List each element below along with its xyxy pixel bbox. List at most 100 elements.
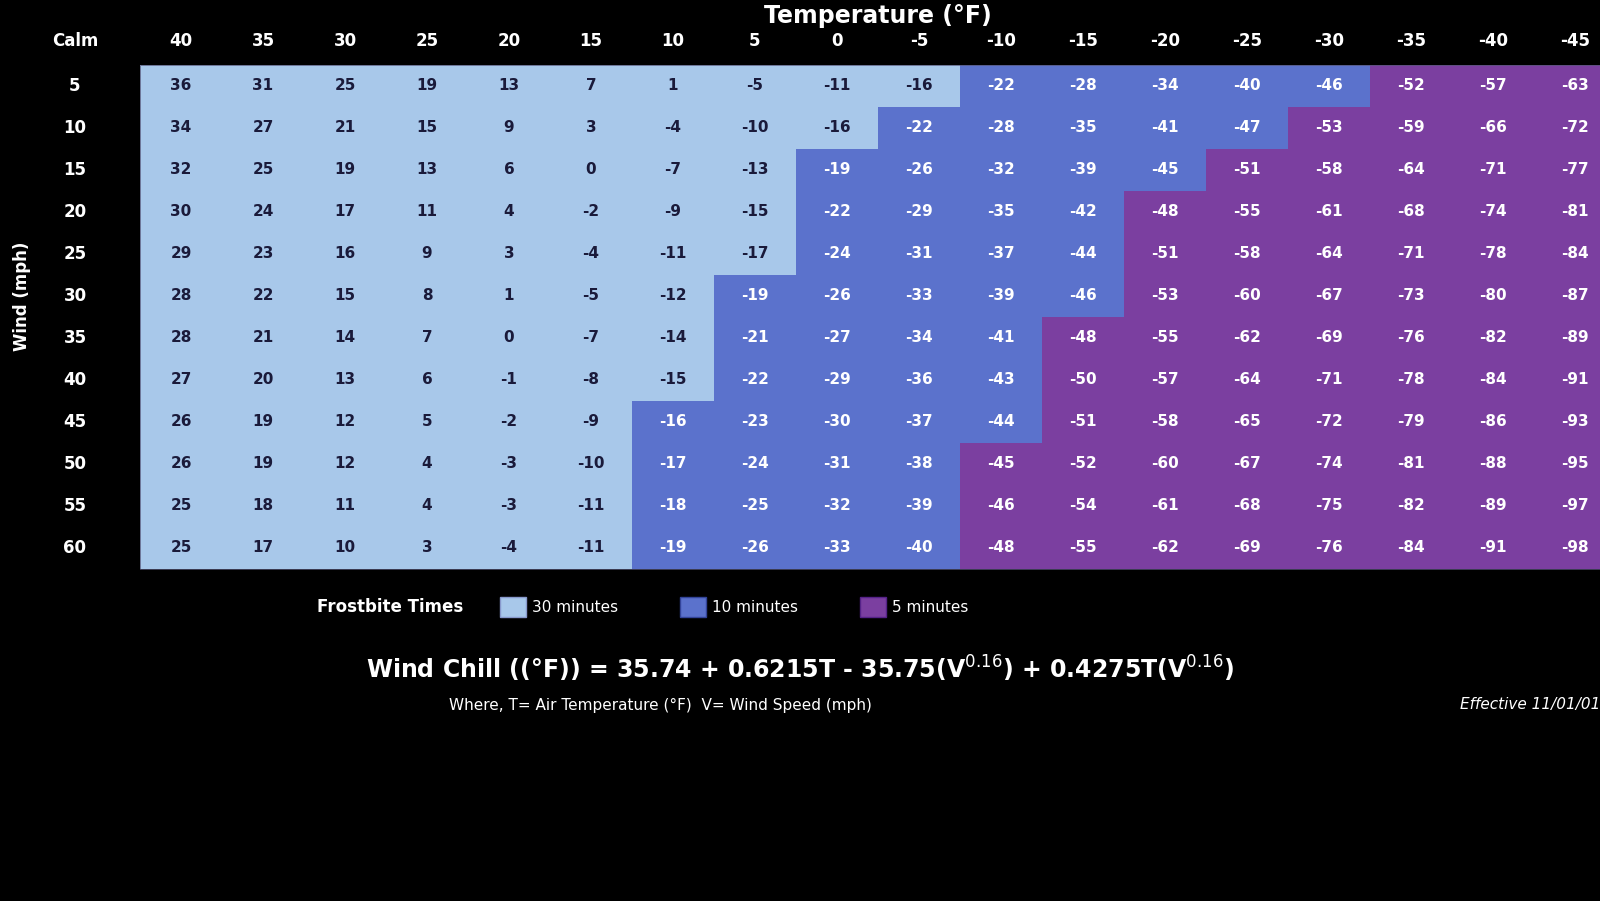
Text: -28: -28 <box>1069 78 1098 94</box>
Bar <box>550 275 632 317</box>
Text: -11: -11 <box>824 78 851 94</box>
Text: -89: -89 <box>1478 498 1507 514</box>
Text: -44: -44 <box>1069 247 1098 261</box>
Bar <box>467 443 550 485</box>
Text: -26: -26 <box>906 162 933 177</box>
Bar <box>1288 359 1370 401</box>
Bar <box>1534 191 1600 233</box>
Bar <box>386 65 467 107</box>
Text: 13: 13 <box>416 162 437 177</box>
Bar <box>1123 149 1206 191</box>
Bar <box>632 401 714 443</box>
Bar <box>797 149 878 191</box>
Text: 0: 0 <box>586 162 597 177</box>
Bar <box>1453 317 1534 359</box>
Bar <box>878 359 960 401</box>
Text: 15: 15 <box>416 121 437 135</box>
Bar <box>1534 485 1600 527</box>
Text: -40: -40 <box>1234 78 1261 94</box>
Text: -69: -69 <box>1315 331 1342 345</box>
Text: 13: 13 <box>334 372 355 387</box>
Text: -48: -48 <box>1150 205 1179 220</box>
Text: -46: -46 <box>1315 78 1342 94</box>
Text: -60: -60 <box>1234 288 1261 304</box>
Bar <box>1370 527 1453 569</box>
Text: -35: -35 <box>1069 121 1098 135</box>
Bar <box>386 275 467 317</box>
Text: 6: 6 <box>422 372 432 387</box>
Bar <box>1123 485 1206 527</box>
Bar <box>1534 401 1600 443</box>
Text: 25: 25 <box>170 541 192 556</box>
Text: -5: -5 <box>910 32 928 50</box>
Bar <box>1288 485 1370 527</box>
Text: -84: -84 <box>1397 541 1426 556</box>
Text: 14: 14 <box>334 331 355 345</box>
Text: -1: -1 <box>501 372 517 387</box>
Bar <box>550 65 632 107</box>
Text: -84: -84 <box>1562 247 1589 261</box>
Bar <box>550 359 632 401</box>
Text: -59: -59 <box>1397 121 1426 135</box>
Text: -60: -60 <box>1150 457 1179 471</box>
Text: -89: -89 <box>1562 331 1589 345</box>
Bar <box>386 359 467 401</box>
Text: -15: -15 <box>1069 32 1098 50</box>
Text: -33: -33 <box>822 541 851 556</box>
Bar <box>499 597 526 617</box>
Text: 0: 0 <box>832 32 843 50</box>
Text: -40: -40 <box>906 541 933 556</box>
Bar <box>1042 317 1123 359</box>
Bar <box>304 191 386 233</box>
Text: 23: 23 <box>253 247 274 261</box>
Bar <box>960 359 1042 401</box>
Text: 5: 5 <box>422 414 432 430</box>
Text: -38: -38 <box>906 457 933 471</box>
Text: -19: -19 <box>741 288 768 304</box>
Text: -61: -61 <box>1315 205 1342 220</box>
Text: -5: -5 <box>582 288 600 304</box>
Bar <box>714 233 797 275</box>
Text: -31: -31 <box>824 457 851 471</box>
Text: -82: -82 <box>1397 498 1426 514</box>
Bar <box>797 107 878 149</box>
Text: -43: -43 <box>987 372 1014 387</box>
Bar <box>714 485 797 527</box>
Bar <box>1206 401 1288 443</box>
Text: -42: -42 <box>1069 205 1098 220</box>
Bar <box>141 191 222 233</box>
Bar <box>960 527 1042 569</box>
Text: -72: -72 <box>1315 414 1342 430</box>
Text: 34: 34 <box>170 121 192 135</box>
Bar <box>467 233 550 275</box>
Text: Calm: Calm <box>51 32 98 50</box>
Bar <box>550 149 632 191</box>
Text: -13: -13 <box>741 162 768 177</box>
Bar <box>1288 191 1370 233</box>
Bar <box>1288 401 1370 443</box>
Text: Wind Chill ($\mathbf{(°F)}$) = 35.74 + 0.6215T - 35.75(V$^{0.16}$) + 0.4275T(V$^: Wind Chill ($\mathbf{(°F)}$) = 35.74 + 0… <box>366 654 1234 684</box>
Text: -5: -5 <box>747 78 763 94</box>
Bar <box>960 149 1042 191</box>
Bar <box>1453 485 1534 527</box>
Bar <box>1370 233 1453 275</box>
Text: -2: -2 <box>582 205 600 220</box>
Text: -17: -17 <box>741 247 768 261</box>
Text: -40: -40 <box>1478 32 1507 50</box>
Bar <box>1206 233 1288 275</box>
Bar <box>141 65 1600 569</box>
Text: -39: -39 <box>906 498 933 514</box>
Text: 11: 11 <box>416 205 437 220</box>
Text: 25: 25 <box>334 78 355 94</box>
Text: -58: -58 <box>1315 162 1342 177</box>
Bar <box>386 149 467 191</box>
Bar <box>632 317 714 359</box>
Text: -29: -29 <box>822 372 851 387</box>
Bar <box>632 233 714 275</box>
Text: -10: -10 <box>741 121 768 135</box>
Text: -55: -55 <box>1150 331 1179 345</box>
Bar <box>222 233 304 275</box>
Bar <box>1453 107 1534 149</box>
Bar <box>222 401 304 443</box>
Text: -9: -9 <box>582 414 600 430</box>
